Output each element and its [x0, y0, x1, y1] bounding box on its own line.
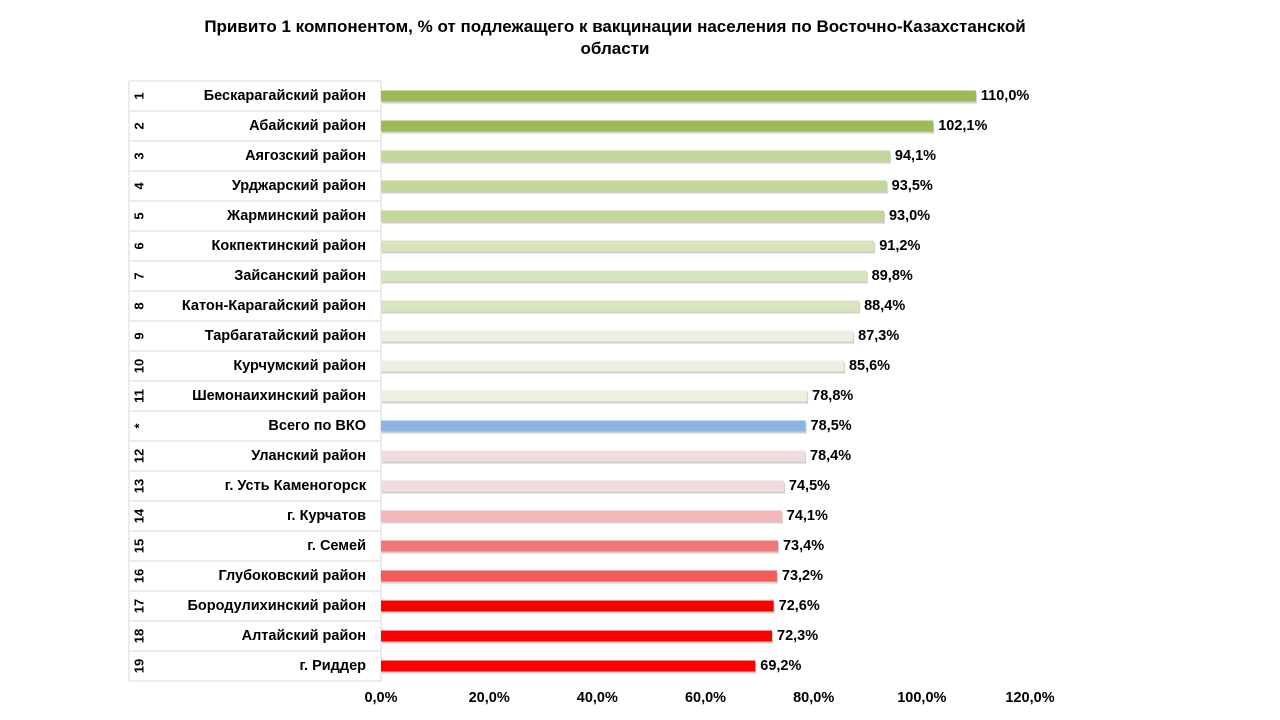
rank-label: 14 [132, 508, 147, 523]
rank-label: 1 [132, 92, 147, 99]
category-label: г. Усть Каменогорск [225, 478, 367, 494]
rank-label: 18 [132, 629, 147, 643]
value-label: 89,8% [872, 268, 913, 284]
x-tick-label: 120,0% [1005, 690, 1054, 706]
value-label: 74,5% [789, 478, 830, 494]
x-tick-label: 40,0% [577, 690, 618, 706]
category-label: Зайсанский район [234, 268, 366, 284]
rank-label: 16 [132, 569, 147, 583]
x-axis-ticks: 0,0% 20,0% 40,0% 60,0% 80,0% 100,0% 120,0% [364, 690, 1054, 706]
bar[interactable] [381, 450, 806, 462]
bar[interactable] [381, 570, 777, 582]
x-tick-label: 60,0% [685, 690, 726, 706]
category-label: Бородулихинский район [187, 598, 366, 614]
category-label: Аягозский район [245, 148, 366, 164]
value-label: 69,2% [760, 658, 801, 674]
bar[interactable] [381, 510, 782, 522]
value-label: 102,1% [938, 118, 987, 134]
rank-label: * [132, 423, 147, 429]
bar[interactable] [381, 540, 778, 552]
rank-label: 19 [132, 659, 147, 673]
category-label: Кокпектинский район [212, 238, 366, 254]
category-label: Жарминский район [226, 208, 366, 224]
category-label: Тарбагатайский район [205, 328, 366, 344]
category-label: г. Риддер [299, 658, 366, 674]
value-label: 91,2% [879, 238, 920, 254]
bar[interactable] [381, 90, 976, 102]
rank-label: 15 [132, 539, 147, 553]
rank-label: 17 [132, 599, 147, 613]
category-label: Абайский район [249, 118, 366, 134]
value-label: 93,5% [892, 178, 933, 194]
bar[interactable] [381, 300, 860, 312]
value-label: 85,6% [849, 358, 890, 374]
value-label: 87,3% [858, 328, 899, 344]
category-label: Катон-Карагайский район [182, 298, 366, 314]
rank-label: 3 [132, 152, 147, 159]
bar[interactable] [381, 240, 875, 252]
rank-label: 9 [132, 332, 147, 339]
category-label: г. Курчатов [287, 508, 366, 524]
rank-label: 11 [132, 389, 147, 403]
value-label: 78,8% [812, 388, 853, 404]
bar[interactable] [381, 480, 784, 492]
value-label: 74,1% [787, 508, 828, 524]
bar[interactable] [381, 120, 934, 132]
bar[interactable] [381, 360, 844, 372]
rank-label: 10 [132, 359, 147, 373]
value-label: 72,6% [779, 598, 820, 614]
category-label: Курчумский район [233, 358, 366, 374]
bar[interactable] [381, 210, 884, 222]
bar[interactable] [381, 420, 806, 432]
rank-label: 2 [132, 122, 147, 129]
rank-label: 5 [132, 212, 147, 219]
bar[interactable] [381, 660, 756, 672]
x-tick-label: 100,0% [897, 690, 946, 706]
x-tick-label: 80,0% [793, 690, 834, 706]
rank-label: 8 [132, 302, 147, 309]
category-label: Всего по ВКО [268, 418, 366, 434]
bars-group [381, 90, 977, 674]
bar[interactable] [381, 630, 773, 642]
bar[interactable] [381, 390, 808, 402]
category-label: Шемонаихинский район [192, 388, 366, 404]
value-label: 88,4% [864, 298, 905, 314]
labels-group: 1 Бескарагайский район 110,0% 2 Абайский рай… [132, 88, 1030, 674]
rank-label: 12 [132, 449, 147, 463]
value-label: 110,0% [981, 88, 1029, 104]
value-label: 72,3% [777, 628, 818, 644]
value-label: 78,5% [811, 418, 852, 434]
category-label: Уланский район [251, 448, 366, 464]
category-label: Бескарагайский район [204, 88, 366, 104]
bar[interactable] [381, 150, 890, 162]
category-label: Глубоковский район [219, 568, 367, 584]
bar[interactable] [381, 600, 774, 612]
value-label: 73,4% [783, 538, 824, 554]
category-table-frame [128, 80, 382, 682]
category-label: Урджарский район [232, 178, 366, 194]
rank-label: 7 [132, 272, 147, 279]
category-label: Алтайский район [242, 628, 366, 644]
value-label: 78,4% [810, 448, 851, 464]
bar[interactable] [381, 180, 887, 192]
value-label: 94,1% [895, 148, 936, 164]
rank-label: 13 [132, 479, 147, 493]
x-tick-label: 20,0% [469, 690, 510, 706]
category-label: г. Семей [307, 538, 366, 554]
bar[interactable] [381, 270, 867, 282]
bar[interactable] [381, 330, 854, 342]
chart-title: Привито 1 компонентом, % от подлежащего … [204, 17, 1026, 58]
value-label: 73,2% [782, 568, 823, 584]
rank-label: 4 [132, 182, 147, 190]
x-tick-label: 0,0% [364, 690, 397, 706]
rank-label: 6 [132, 242, 147, 249]
value-label: 93,0% [889, 208, 930, 224]
